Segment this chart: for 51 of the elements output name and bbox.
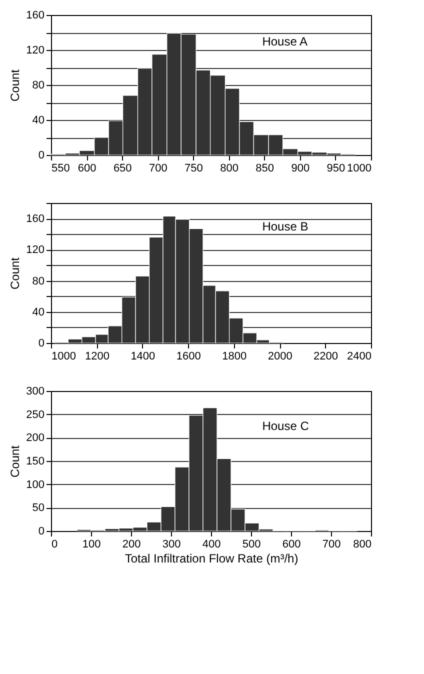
y-tick-label: 120: [26, 244, 44, 256]
x-tick-label: 750: [184, 162, 203, 174]
x-tick-label: 950: [326, 162, 346, 174]
x-tick-label: 550: [52, 162, 70, 174]
x-tick-label: 1800: [222, 350, 247, 362]
x-tick-label: 2200: [314, 350, 338, 362]
y-tick-label: 0: [38, 150, 44, 162]
x-tick-label: 200: [122, 538, 141, 550]
annotation: House A: [262, 34, 308, 48]
x-tick-label: 1000: [52, 350, 76, 362]
x-tick-label: 850: [256, 162, 274, 174]
x-tick-label: 500: [242, 538, 261, 550]
y-axis-title: Count: [8, 68, 22, 102]
x-tick-label: 650: [113, 162, 132, 174]
x-tick-label: 300: [162, 538, 181, 550]
x-axis-title: Total Infiltration Flow Rate (m³/h): [124, 552, 298, 566]
x-tick-label: 0: [52, 538, 58, 550]
y-tick-label: 40: [32, 306, 44, 318]
y-tick-label: 150: [26, 456, 44, 468]
x-tick-label: 100: [82, 538, 101, 550]
y-tick-label: 120: [26, 44, 44, 56]
y-tick-label: 250: [26, 408, 44, 421]
x-tick-label: 1200: [84, 350, 110, 362]
y-tick-label: 100: [26, 478, 44, 491]
y-tick-label: 0: [38, 526, 44, 538]
y-tick-label: 0: [38, 338, 44, 350]
x-tick-label: 600: [78, 162, 96, 174]
y-tick-label: 160: [26, 213, 44, 226]
x-tick-label: 900: [291, 162, 310, 174]
x-tick-label: 700: [148, 162, 168, 174]
x-tick-label: 2000: [268, 350, 292, 362]
y-tick-label: 80: [32, 80, 44, 92]
y-tick-label: 300: [26, 386, 44, 398]
x-tick-label: 1000: [347, 162, 372, 174]
x-tick-label: 700: [322, 538, 341, 550]
x-tick-label: 600: [282, 538, 301, 550]
y-tick-label: 80: [32, 275, 44, 288]
x-tick-label: 800: [220, 162, 238, 174]
y-tick-label: 200: [26, 432, 44, 444]
annotation: House C: [262, 419, 310, 433]
y-tick-label: 50: [32, 502, 44, 514]
y-tick-label: 160: [26, 10, 44, 22]
x-tick-label: 800: [353, 538, 372, 550]
x-tick-label: 1400: [130, 350, 156, 362]
x-tick-label: 400: [202, 538, 221, 550]
x-tick-label: 1600: [176, 350, 201, 362]
y-axis-title: Count: [8, 444, 22, 478]
x-tick-label: 2400: [347, 350, 372, 362]
y-tick-label: 40: [32, 114, 44, 126]
y-axis-title: Count: [8, 256, 22, 290]
annotation: House B: [262, 219, 308, 234]
